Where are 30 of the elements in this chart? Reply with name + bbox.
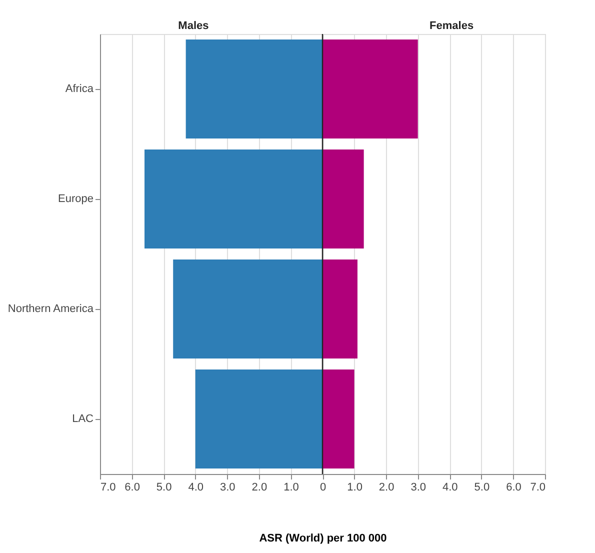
bar (322, 40, 418, 138)
x-tick-label: 4.0 (442, 482, 458, 494)
x-tick-label: 2.0 (252, 482, 268, 494)
x-tick-label: 1.0 (284, 482, 299, 494)
series-label: Females (430, 20, 474, 32)
y-tick-label: Northern America (8, 303, 94, 315)
bar (322, 370, 354, 468)
x-tick-label: 2.0 (378, 482, 394, 494)
x-tick-label: 1.0 (347, 482, 362, 494)
x-tick-label: 6.0 (506, 482, 522, 494)
x-tick-label: 0 (320, 482, 326, 494)
bar (195, 370, 322, 468)
x-tick-label: 4.0 (188, 482, 204, 494)
x-tick-label: 3.0 (410, 482, 426, 494)
bar (144, 150, 322, 248)
x-tick-label: 6.0 (124, 482, 140, 494)
y-tick-label: Africa (65, 83, 94, 95)
y-tick-label: Europe (58, 193, 94, 205)
series-label: Males (178, 20, 209, 32)
x-tick-label: 7.0 (530, 482, 546, 494)
x-tick-label: 5.0 (474, 482, 490, 494)
bar (186, 40, 322, 138)
x-tick-label: 5.0 (156, 482, 172, 494)
x-tick-label: 3.0 (220, 482, 236, 494)
bar (173, 260, 322, 358)
y-tick-label: LAC (72, 413, 94, 425)
x-axis-title: ASR (World) per 100 000 (259, 532, 387, 544)
bar (322, 260, 358, 358)
x-tick-label: 7.0 (100, 482, 116, 494)
bar (322, 150, 364, 248)
